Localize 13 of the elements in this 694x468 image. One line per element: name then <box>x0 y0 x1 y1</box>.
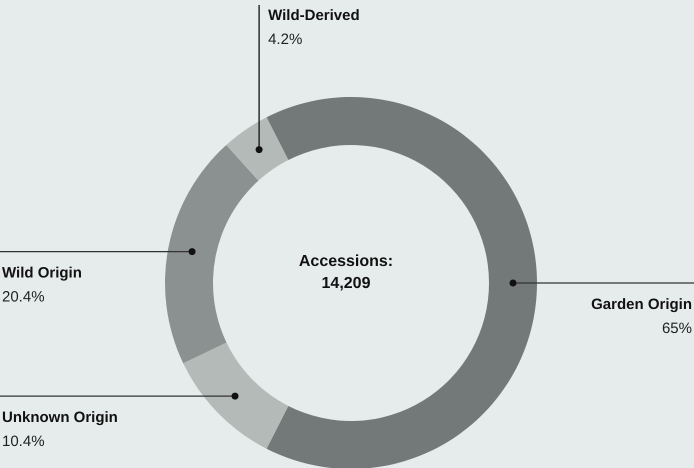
data-label: 4.2% <box>268 31 302 48</box>
slice-label: Garden Origin <box>591 296 692 313</box>
data-label: 65% <box>662 320 692 337</box>
text: Accessions: 14,209 <box>298 253 394 292</box>
donut-slice <box>266 97 537 468</box>
data-label: 10.4% <box>2 433 45 450</box>
data-label: 20.4% <box>2 288 45 306</box>
donut-slice <box>183 342 288 449</box>
donut-slice <box>226 117 288 181</box>
slice-label: Wild Origin <box>2 264 82 282</box>
slice-label: Unknown Origin <box>2 409 118 426</box>
slice-label: Wild-Derived <box>268 7 360 24</box>
donut-slice <box>165 145 258 364</box>
